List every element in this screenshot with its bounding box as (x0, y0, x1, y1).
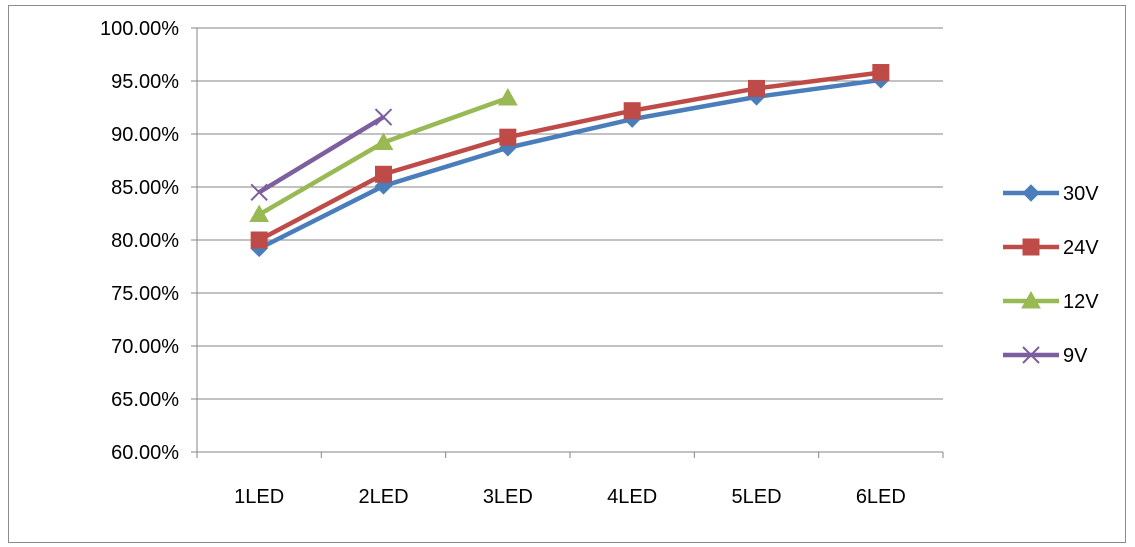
series-layer (249, 64, 890, 258)
legend-label: 9V (1063, 345, 1088, 367)
y-tick-label: 100.00% (100, 18, 179, 40)
data-point (748, 79, 765, 97)
data-point (250, 183, 268, 202)
x-tick-label: 2LED (358, 486, 408, 508)
legend-entry: 30V (1003, 183, 1099, 205)
x-tick-labels: 1LED 2LED 3LED 4LED 5LED 6LED (234, 486, 906, 508)
series-12V (249, 87, 518, 223)
series-9V (250, 108, 393, 202)
chart-area (8, 5, 1126, 543)
series-line (258, 77, 882, 251)
data-point (497, 87, 518, 106)
y-tick-label: 85.00% (111, 177, 179, 199)
x-tick-label: 3LED (483, 486, 533, 508)
y-tick-label: 90.00% (111, 124, 179, 146)
legend-entry: 24V (1003, 237, 1099, 259)
y-tick-label: 75.00% (111, 283, 179, 305)
legend-marker (1022, 238, 1040, 256)
data-point (250, 231, 268, 249)
axes (191, 27, 944, 458)
data-point (623, 102, 641, 120)
legend-entry: 9V (1003, 345, 1088, 367)
legend-entry: 12V (1003, 290, 1099, 313)
legend-label: 12V (1063, 291, 1099, 313)
x-tick-label: 5LED (731, 486, 781, 508)
data-point (374, 108, 393, 126)
y-tick-label: 65.00% (111, 389, 179, 411)
legend: 30V 24V 12V 9V (1003, 183, 1099, 367)
data-point (373, 132, 394, 150)
legend-label: 30V (1063, 183, 1099, 205)
legend-marker (1021, 290, 1041, 309)
data-point (249, 204, 270, 223)
series-24V (250, 64, 890, 249)
data-point (499, 128, 517, 146)
x-tick-label: 4LED (607, 486, 657, 508)
series-line (258, 115, 385, 195)
series-line (258, 70, 882, 242)
x-tick-label: 1LED (234, 486, 284, 508)
y-tick-label: 95.00% (111, 71, 179, 93)
legend-marker (1022, 346, 1040, 364)
legend-label: 24V (1063, 237, 1099, 259)
y-tick-label: 60.00% (111, 442, 179, 464)
series-line (258, 95, 509, 217)
data-point (375, 165, 392, 183)
y-tick-labels: 60.00% 65.00% 70.00% 75.00% 80.00% 85.00% 90.0… (100, 18, 179, 464)
y-tick-label: 70.00% (111, 336, 179, 358)
x-tick-label: 6LED (856, 486, 906, 508)
data-point (872, 64, 890, 82)
y-tick-label: 80.00% (111, 230, 179, 252)
legend-marker (1022, 184, 1040, 202)
